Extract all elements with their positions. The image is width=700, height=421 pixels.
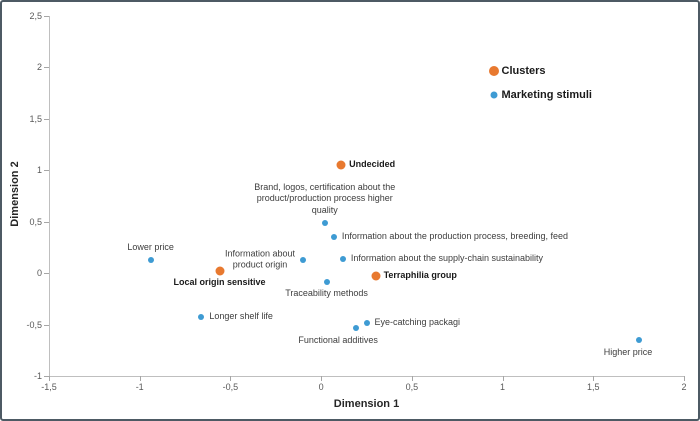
y-axis-tick [44,170,49,172]
y-axis-tick-label: 2 [36,62,42,73]
x-axis-tick [230,376,232,381]
y-axis-tick-label: -1 [33,371,42,381]
x-axis-tick-label: 0,5 [405,382,419,392]
point-label: Longer shelf life [209,311,273,322]
y-axis-tick [44,118,49,120]
y-axis-tick [44,16,49,17]
y-axis-tick [44,221,49,223]
point-marker [215,266,225,276]
point-marker [336,160,346,170]
y-axis-tick [44,67,49,69]
point-label: Information about the supply-chain susta… [350,252,544,263]
point-label: Lower price [127,242,174,253]
point-label: Brand, logos, certification about the pr… [254,181,396,216]
point-label: Information about product origin [224,248,295,270]
x-axis-tick-label: -1,5 [41,382,57,392]
legend-marker [490,91,497,99]
y-axis-tick-label: 2,5 [29,11,42,21]
legend-label: Clusters [501,64,546,77]
x-axis-tick [49,376,50,381]
y-axis-tick-label: 1 [36,165,42,176]
x-axis-tick-label: 2 [681,382,687,392]
x-axis-tick-label: 0 [318,382,324,392]
point-label: Local origin sensitive [173,277,266,288]
x-axis-tick-label: 1 [500,382,506,392]
point-marker [363,319,370,326]
y-axis-line [49,16,50,377]
point-label: Undecided [349,159,396,170]
y-axis-tick [44,273,49,275]
y-axis-tick-label: 0 [36,268,42,279]
x-axis-tick-label: -1 [135,382,144,392]
point-label: Terraphilia group [383,270,457,281]
x-axis-title: Dimension 1 [333,398,400,410]
x-axis-tick [411,376,413,381]
y-axis-tick-label: 1,5 [29,113,42,124]
x-axis-tick [321,376,323,381]
point-marker [321,219,328,226]
x-axis-tick-label: 1,5 [587,382,600,392]
x-axis-line [49,376,685,377]
x-axis-tick [139,376,141,381]
point-marker [352,324,359,331]
point-marker [300,256,306,263]
point-marker [330,234,337,241]
x-axis-tick [684,376,685,381]
point-label: Higher price [603,347,653,357]
point-marker [371,271,381,281]
point-marker [198,314,205,321]
point-label: Functional additives [298,334,378,345]
y-axis-tick-label: 0,5 [29,216,42,227]
x-axis-tick [593,376,595,381]
x-axis-tick [502,376,504,381]
x-axis-tick-label: -0,5 [222,382,239,392]
y-axis-tick [44,376,49,377]
legend-marker [488,65,499,76]
point-label: Traceability methods [285,288,368,299]
y-axis-tick-label: -0,5 [26,319,42,330]
point-marker [323,279,330,286]
point-label: Eye-catching packagi [374,316,461,327]
point-marker [635,337,642,343]
point-marker [339,255,346,262]
legend-label: Marketing stimuli [501,89,592,102]
point-marker [147,256,154,263]
y-axis-tick [44,324,49,326]
point-label: Information about the production process… [341,231,568,242]
